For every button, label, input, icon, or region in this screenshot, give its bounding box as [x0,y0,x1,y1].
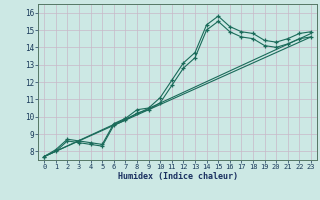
X-axis label: Humidex (Indice chaleur): Humidex (Indice chaleur) [118,172,238,181]
